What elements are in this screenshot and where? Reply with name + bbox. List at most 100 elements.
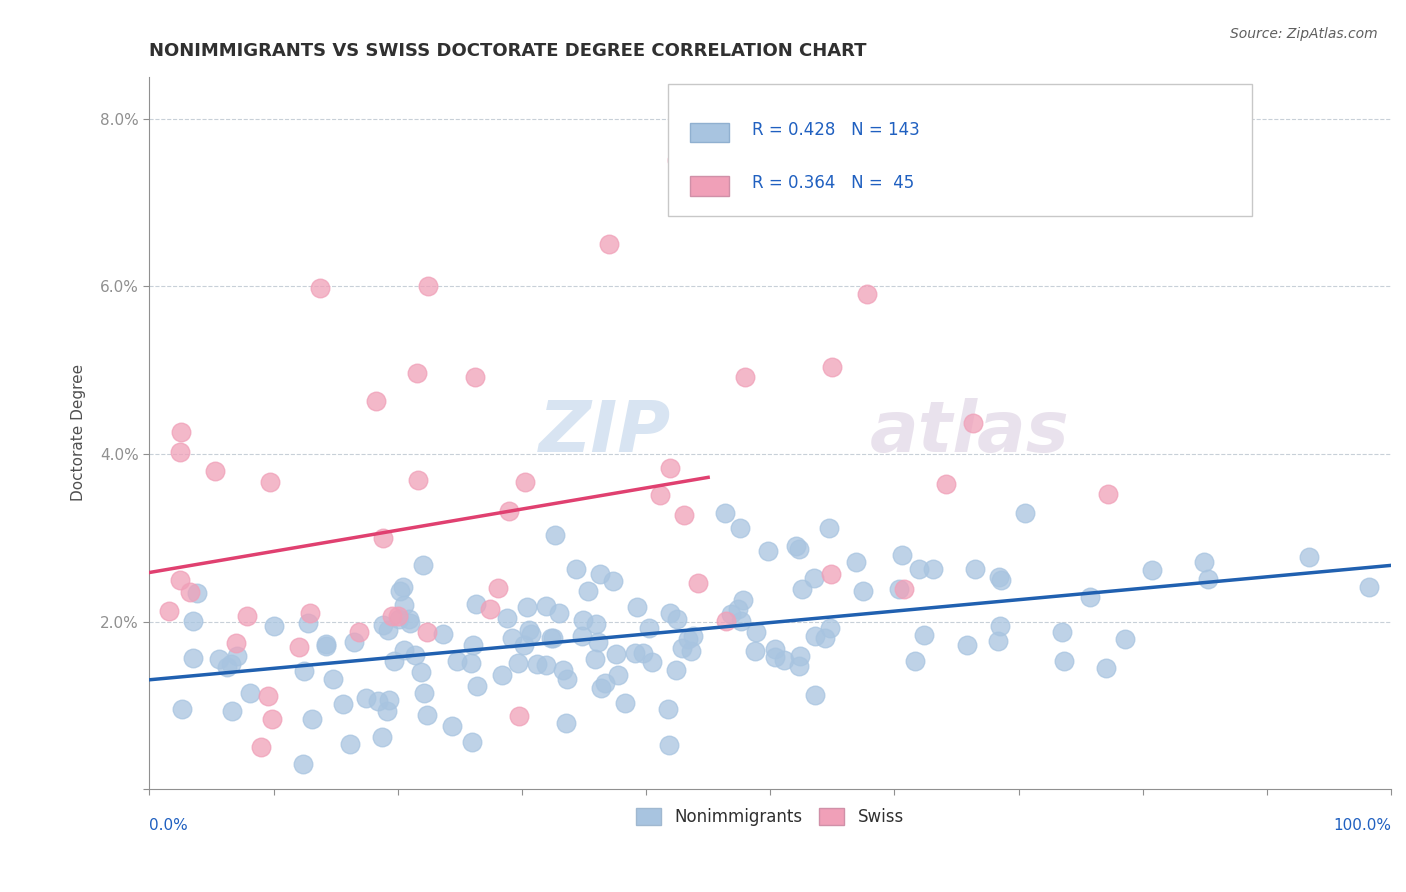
Point — [513, 475, 536, 489]
Point — [565, 562, 588, 576]
Point — [339, 737, 361, 751]
Point — [548, 606, 571, 620]
Point — [1052, 624, 1074, 639]
Point — [1014, 506, 1036, 520]
Point — [1078, 591, 1101, 605]
Point — [648, 488, 671, 502]
Point — [298, 606, 321, 620]
Point — [204, 464, 226, 478]
Point — [354, 691, 377, 706]
Point — [852, 583, 875, 598]
Point — [728, 521, 751, 535]
Point — [534, 657, 557, 672]
Point — [512, 639, 534, 653]
Point — [256, 689, 278, 703]
Point — [623, 646, 645, 660]
Text: NONIMMIGRANTS VS SWISS DOCTORATE DEGREE CORRELATION CHART: NONIMMIGRANTS VS SWISS DOCTORATE DEGREE … — [149, 42, 868, 60]
Point — [181, 614, 204, 628]
Point — [962, 416, 984, 430]
Point — [411, 665, 433, 679]
Point — [501, 631, 523, 645]
Point — [614, 696, 637, 710]
FancyBboxPatch shape — [689, 123, 730, 142]
Point — [818, 521, 841, 535]
Point — [551, 663, 574, 677]
Point — [789, 648, 811, 663]
Point — [804, 629, 827, 643]
Point — [893, 582, 915, 596]
Point — [1197, 572, 1219, 586]
Point — [404, 648, 426, 662]
Point — [292, 664, 315, 678]
Point — [239, 686, 262, 700]
Point — [956, 638, 979, 652]
Point — [183, 651, 205, 665]
Point — [508, 709, 530, 723]
FancyBboxPatch shape — [668, 84, 1251, 216]
Point — [392, 643, 415, 657]
Point — [720, 607, 742, 621]
Point — [498, 504, 520, 518]
Point — [922, 562, 945, 576]
Point — [631, 646, 654, 660]
Point — [679, 644, 702, 658]
Point — [375, 704, 398, 718]
Text: R = 0.428   N = 143: R = 0.428 N = 143 — [752, 121, 920, 139]
Point — [263, 619, 285, 633]
Point — [308, 281, 330, 295]
Point — [406, 366, 429, 380]
Point — [1095, 661, 1118, 675]
Point — [315, 640, 337, 654]
Point — [990, 573, 1012, 587]
Point — [541, 631, 564, 645]
Point — [1192, 555, 1215, 569]
Point — [855, 286, 877, 301]
Point — [432, 627, 454, 641]
Point — [488, 581, 510, 595]
Point — [506, 656, 529, 670]
Point — [887, 582, 910, 596]
Point — [716, 614, 738, 628]
Point — [891, 548, 914, 562]
Point — [461, 734, 484, 748]
Point — [787, 659, 810, 673]
Point — [406, 473, 429, 487]
Point — [730, 614, 752, 628]
Point — [987, 633, 1010, 648]
Point — [225, 648, 247, 663]
Point — [157, 604, 180, 618]
Point — [378, 692, 401, 706]
Point — [571, 629, 593, 643]
Point — [517, 624, 540, 638]
Point — [416, 624, 439, 639]
Point — [602, 574, 624, 589]
Point — [388, 612, 411, 626]
Text: 100.0%: 100.0% — [1333, 818, 1391, 833]
Y-axis label: Doctorate Degree: Doctorate Degree — [72, 364, 86, 501]
Point — [803, 571, 825, 585]
Point — [1097, 487, 1119, 501]
Point — [315, 637, 337, 651]
Point — [460, 656, 482, 670]
Point — [461, 638, 484, 652]
Point — [169, 445, 191, 459]
Point — [658, 738, 681, 752]
Point — [912, 628, 935, 642]
Point — [371, 617, 394, 632]
Point — [544, 528, 567, 542]
Point — [571, 614, 593, 628]
Point — [963, 562, 986, 576]
Point — [583, 652, 606, 666]
Point — [671, 641, 693, 656]
Point — [495, 611, 517, 625]
Point — [179, 584, 201, 599]
Point — [478, 602, 501, 616]
Point — [1114, 632, 1136, 647]
Point — [787, 541, 810, 556]
Point — [598, 237, 620, 252]
Point — [367, 694, 389, 708]
Point — [773, 653, 796, 667]
Point — [593, 675, 616, 690]
Point — [665, 663, 688, 677]
Point — [756, 544, 779, 558]
